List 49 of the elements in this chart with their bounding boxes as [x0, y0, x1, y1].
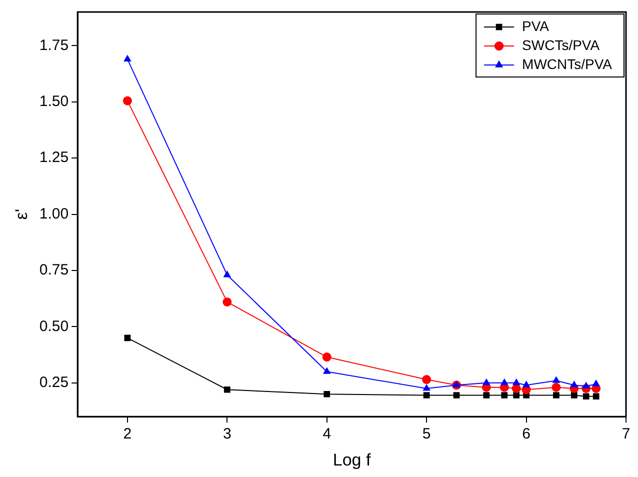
point — [570, 380, 578, 388]
x-tick-label: 4 — [322, 426, 332, 443]
point — [522, 380, 530, 388]
point — [422, 375, 432, 384]
legend-label: MWCNTs/PVA — [522, 56, 613, 72]
point — [552, 382, 561, 392]
point — [422, 384, 430, 391]
x-tick-label: 6 — [522, 426, 530, 443]
y-tick-label: 0.25 — [39, 374, 69, 392]
y-tick-label: 1.75 — [39, 36, 69, 54]
x-tick-label: 7 — [622, 426, 630, 443]
y-tick-label: 1.25 — [39, 149, 69, 166]
legend-label: SWCTs/PVA — [522, 36, 600, 53]
point — [513, 392, 520, 398]
legend-label: PVA — [522, 18, 550, 34]
point — [322, 367, 331, 374]
y-axis-title: ε' — [12, 208, 31, 220]
point — [500, 378, 508, 386]
point — [482, 378, 490, 386]
point — [582, 382, 590, 389]
point — [453, 392, 460, 398]
point — [570, 392, 578, 398]
point — [452, 380, 460, 388]
point — [512, 378, 520, 386]
point — [512, 384, 521, 394]
x-tick-label: 3 — [222, 426, 232, 443]
x-tick-label: 5 — [422, 426, 431, 443]
point — [224, 386, 230, 393]
point — [423, 392, 430, 398]
x-axis-title: Log f — [332, 450, 371, 470]
point — [552, 376, 560, 383]
y-tick-label: 1.00 — [39, 205, 69, 222]
y-tick-label: 0.50 — [39, 318, 69, 335]
point — [483, 392, 490, 398]
point — [501, 392, 508, 398]
y-tick-label: 1.50 — [39, 93, 69, 110]
point — [582, 393, 590, 400]
y-tick-label: 0.75 — [39, 262, 69, 279]
point — [324, 390, 330, 398]
point — [223, 270, 232, 278]
point — [592, 393, 600, 400]
point — [222, 297, 232, 306]
x-tick-label: 2 — [123, 426, 132, 443]
point — [322, 352, 332, 362]
point — [553, 392, 560, 398]
point — [122, 96, 132, 106]
point — [124, 334, 131, 342]
point — [592, 380, 600, 386]
point — [124, 54, 132, 62]
